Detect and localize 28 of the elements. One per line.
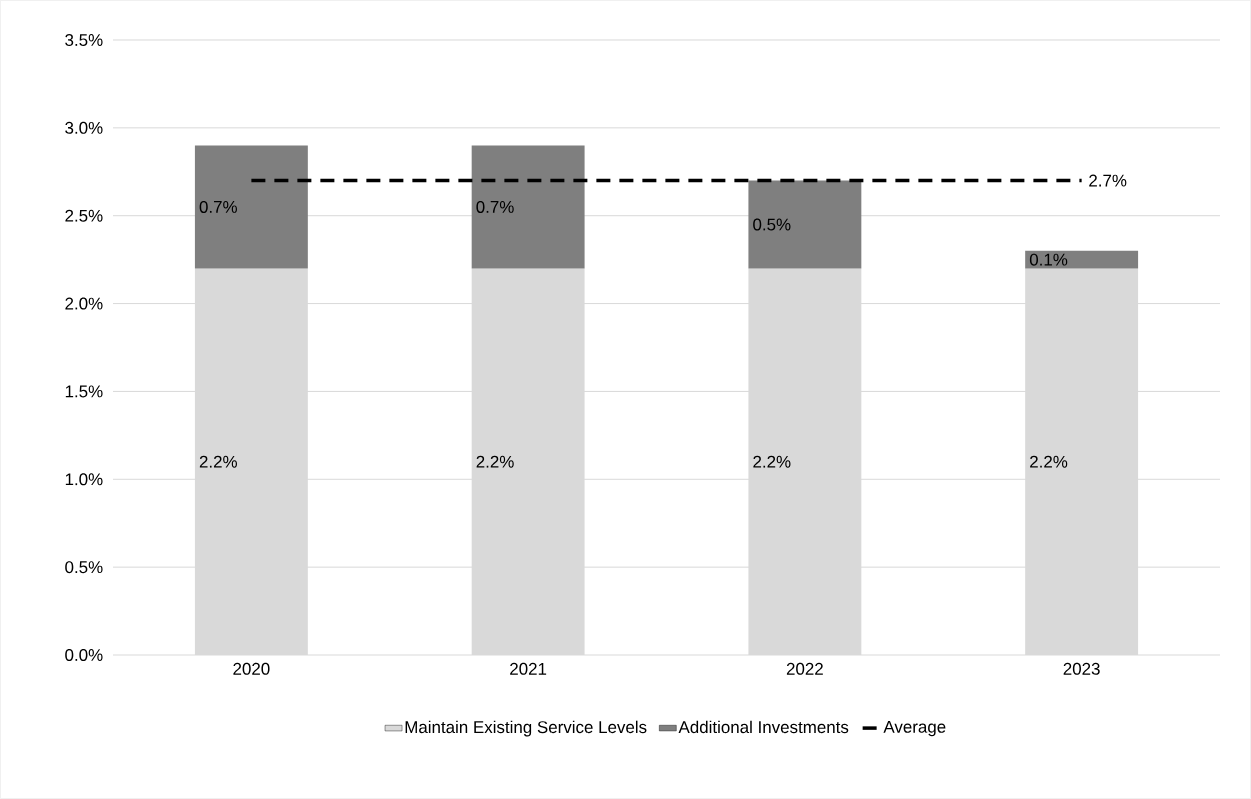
data-label: 2.2% <box>1030 455 1068 468</box>
y-tick-label: 1.0% <box>65 473 103 486</box>
legend-label: Average <box>883 720 946 737</box>
legend-label: Additional Investments <box>678 720 849 734</box>
y-tick-label: 0.0% <box>65 649 103 661</box>
bar <box>1025 250 1139 269</box>
data-label: 2.7% <box>1089 174 1127 187</box>
data-label: 0.5% <box>753 218 791 231</box>
x-tick-label: 2023 <box>1063 662 1100 675</box>
bar <box>748 180 862 269</box>
x-tick-label: 2020 <box>233 662 270 675</box>
data-label: 2.2% <box>199 455 237 468</box>
data-label: 2.2% <box>753 455 791 468</box>
y-tick-label: 3.5% <box>65 34 103 46</box>
y-tick-label: 0.5% <box>65 561 103 574</box>
data-label: 0.7% <box>476 200 514 213</box>
y-tick-label: 2.5% <box>65 209 103 222</box>
data-label: 0.1% <box>1029 253 1068 266</box>
x-tick-label: 2022 <box>786 662 823 675</box>
x-tick-label: 2021 <box>510 662 547 675</box>
y-tick-label: 3.0% <box>65 121 103 134</box>
bar <box>471 145 585 269</box>
y-tick-label: 2.0% <box>65 297 103 310</box>
legend-label: Maintain Existing Service Levels <box>405 720 647 737</box>
data-label: 0.7% <box>199 200 237 213</box>
bar <box>194 145 308 269</box>
data-label: 2.2% <box>476 455 514 468</box>
y-tick-label: 1.5% <box>65 385 103 398</box>
